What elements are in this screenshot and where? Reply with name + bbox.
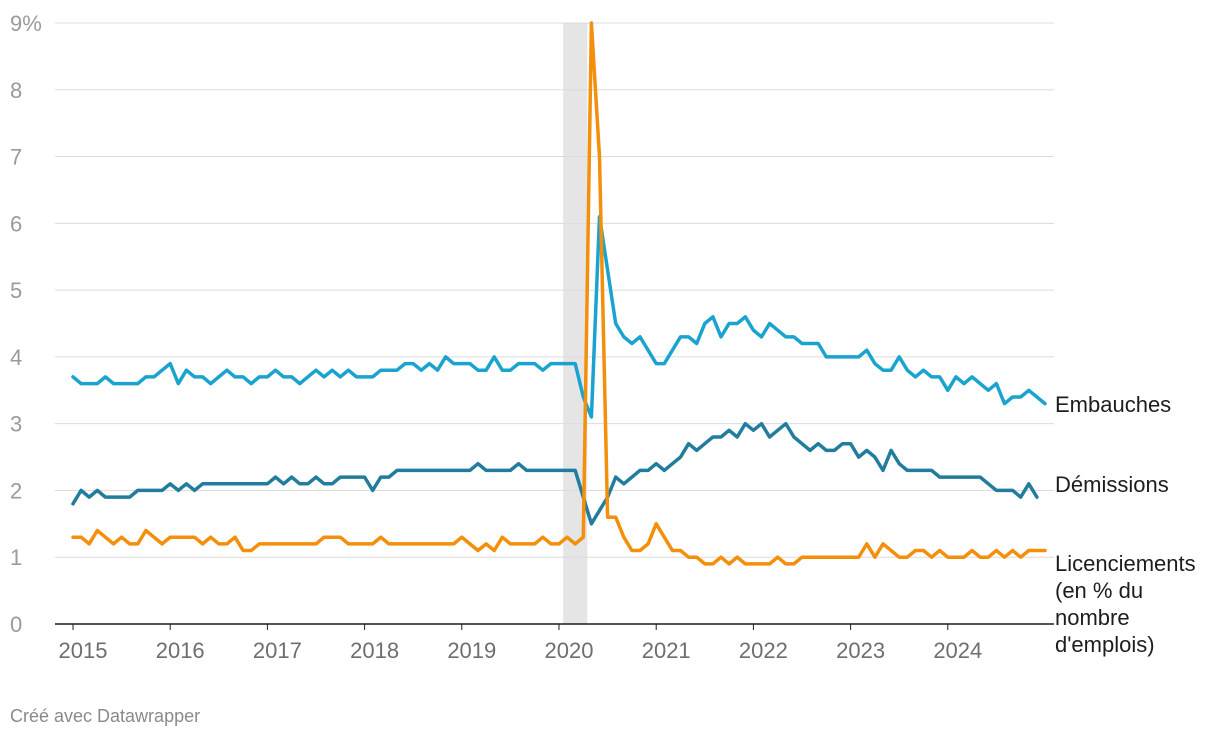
y-tick-label: 0 (10, 612, 22, 637)
series-line (71, 421, 1039, 526)
series-label: Démissions (1055, 472, 1169, 497)
x-tick-label: 2015 (59, 638, 108, 663)
y-tick-label: 6 (10, 211, 22, 236)
y-tick-label: 3 (10, 412, 22, 437)
y-tick-label: 8 (10, 78, 22, 103)
y-tick-label: 1 (10, 545, 22, 570)
x-tick-label: 2024 (933, 638, 982, 663)
series-line (71, 214, 1047, 419)
y-tick-label: 2 (10, 478, 22, 503)
series-labels: Embauches Démissions Licenciements (en % du… (1055, 392, 1196, 657)
x-tick-label: 2018 (350, 638, 399, 663)
series-label: Embauches (1055, 392, 1171, 417)
x-tick-label: 2020 (545, 638, 594, 663)
x-tick-label: 2019 (447, 638, 496, 663)
y-tick-label: 7 (10, 145, 22, 170)
grid-lines (55, 22, 1054, 625)
x-tick-label: 2017 (253, 638, 302, 663)
y-axis: 0 1 2 3 4 5 6 7 8 9% (10, 11, 42, 637)
series-label: Licenciements (en % du nombre d'emplois) (1055, 551, 1196, 657)
x-axis: 2015 2016 2017 2018 2019 2020 2021 2022 2023 2024 (59, 624, 982, 663)
x-tick-label: 2016 (156, 638, 205, 663)
datawrapper-credit: Créé avec Datawrapper (10, 706, 201, 726)
x-tick-label: 2023 (836, 638, 885, 663)
y-tick-label: 4 (10, 345, 22, 370)
series-line (71, 21, 1047, 566)
y-tick-label: 9% (10, 11, 42, 36)
y-tick-label: 5 (10, 278, 22, 303)
x-tick-label: 2021 (642, 638, 691, 663)
x-tick-label: 2022 (739, 638, 788, 663)
series-lines (71, 21, 1047, 566)
